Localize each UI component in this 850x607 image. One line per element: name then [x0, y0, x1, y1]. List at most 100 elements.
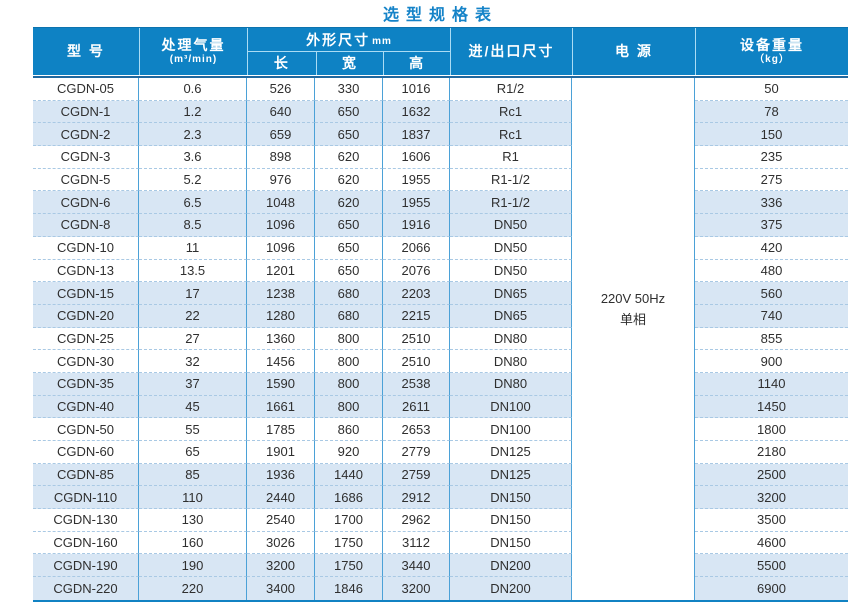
cell-capacity: 160	[139, 531, 247, 555]
cell-height: 2203	[383, 282, 450, 305]
table-body: 220V 50Hz 单相 CGDN-05 0.6 526 330 1016 R1/2 50 C…	[33, 76, 848, 602]
cell-capacity: 37	[139, 372, 247, 396]
cell-height: 3112	[383, 531, 450, 555]
cell-width: 800	[315, 350, 383, 373]
cell-height: 2215	[383, 304, 450, 328]
header-dimensions-group: 外形尺寸 mm 长 宽 高	[247, 28, 450, 75]
cell-weight: 2180	[695, 441, 848, 464]
cell-model: CGDN-60	[33, 441, 139, 464]
cell-capacity: 27	[139, 327, 247, 351]
cell-capacity: 110	[139, 486, 247, 510]
cell-height: 2066	[383, 236, 450, 260]
cell-length: 3400	[247, 577, 315, 600]
cell-width: 860	[315, 418, 383, 441]
cell-length: 1785	[247, 418, 315, 441]
cell-model: CGDN-110	[33, 486, 139, 510]
cell-port: DN150	[450, 509, 572, 532]
cell-height: 1632	[383, 100, 450, 124]
cell-port: Rc1	[450, 123, 572, 147]
cell-height: 1016	[383, 78, 450, 101]
cell-width: 620	[315, 146, 383, 169]
cell-model: CGDN-5	[33, 168, 139, 192]
cell-model: CGDN-85	[33, 463, 139, 487]
header-dimensions-label: 外形尺寸	[306, 31, 371, 48]
cell-capacity: 85	[139, 463, 247, 487]
cell-height: 1606	[383, 146, 450, 169]
cell-capacity: 0.6	[139, 78, 247, 101]
header-inlet-outlet: 进/出口尺寸	[450, 28, 572, 75]
cell-weight: 5500	[695, 554, 848, 578]
cell-capacity: 32	[139, 350, 247, 373]
cell-width: 800	[315, 395, 383, 419]
cell-width: 680	[315, 282, 383, 305]
header-capacity-label: 处理气量	[161, 37, 226, 53]
cell-port: DN50	[450, 214, 572, 237]
cell-weight: 900	[695, 350, 848, 373]
cell-capacity: 5.2	[139, 168, 247, 192]
cell-length: 976	[247, 168, 315, 192]
cell-length: 2540	[247, 509, 315, 532]
cell-width: 650	[315, 123, 383, 147]
cell-model: CGDN-05	[33, 78, 139, 101]
cell-port: DN65	[450, 282, 572, 305]
cell-length: 1048	[247, 191, 315, 215]
cell-port: R1-1/2	[450, 168, 572, 192]
cell-height: 1955	[383, 191, 450, 215]
cell-length: 1096	[247, 236, 315, 260]
cell-capacity: 65	[139, 441, 247, 464]
cell-width: 800	[315, 372, 383, 396]
cell-length: 1201	[247, 259, 315, 283]
cell-capacity: 2.3	[139, 123, 247, 147]
cell-model: CGDN-40	[33, 395, 139, 419]
cell-length: 3200	[247, 554, 315, 578]
header-length: 长	[273, 55, 290, 71]
cell-height: 2653	[383, 418, 450, 441]
cell-height: 2538	[383, 372, 450, 396]
cell-height: 2510	[383, 350, 450, 373]
cell-model: CGDN-2	[33, 123, 139, 147]
cell-capacity: 45	[139, 395, 247, 419]
cell-length: 1661	[247, 395, 315, 419]
cell-capacity: 11	[139, 236, 247, 260]
cell-height: 2076	[383, 259, 450, 283]
cell-weight: 480	[695, 260, 848, 283]
cell-height: 2510	[383, 327, 450, 351]
cell-weight: 50	[695, 78, 848, 101]
cell-capacity: 190	[139, 554, 247, 578]
cell-height: 2759	[383, 463, 450, 487]
cell-width: 1440	[315, 463, 383, 487]
cell-port: DN125	[450, 463, 572, 487]
cell-weight: 275	[695, 169, 848, 192]
power-merged-cell: 220V 50Hz 单相	[572, 78, 695, 600]
header-weight-unit: （kg）	[754, 54, 790, 65]
cell-height: 2779	[383, 441, 450, 464]
cell-height: 1916	[383, 214, 450, 237]
cell-height: 1837	[383, 123, 450, 147]
header-capacity-unit: (m³/min)	[169, 54, 218, 65]
cell-length: 526	[247, 78, 315, 101]
cell-width: 680	[315, 304, 383, 328]
cell-weight: 740	[695, 304, 848, 328]
cell-weight: 1140	[695, 372, 848, 396]
cell-port: DN125	[450, 441, 572, 464]
cell-capacity: 13.5	[139, 259, 247, 283]
cell-model: CGDN-1	[33, 100, 139, 124]
cell-weight: 336	[695, 191, 848, 215]
cell-weight: 3200	[695, 486, 848, 510]
cell-length: 1360	[247, 327, 315, 351]
cell-weight: 375	[695, 214, 848, 237]
cell-width: 1686	[315, 486, 383, 510]
cell-model: CGDN-13	[33, 259, 139, 283]
cell-port: DN150	[450, 531, 572, 555]
cell-length: 898	[247, 146, 315, 169]
cell-model: CGDN-190	[33, 554, 139, 578]
cell-model: CGDN-220	[33, 577, 139, 600]
cell-model: CGDN-3	[33, 146, 139, 169]
cell-length: 1936	[247, 463, 315, 487]
cell-model: CGDN-35	[33, 372, 139, 396]
cell-width: 1750	[315, 531, 383, 555]
cell-capacity: 55	[139, 418, 247, 441]
spec-table: 型 号 处理气量 (m³/min) 外形尺寸 mm 长 宽 高 进/出口尺寸 电…	[33, 27, 848, 602]
cell-port: DN150	[450, 486, 572, 510]
cell-capacity: 1.2	[139, 100, 247, 124]
